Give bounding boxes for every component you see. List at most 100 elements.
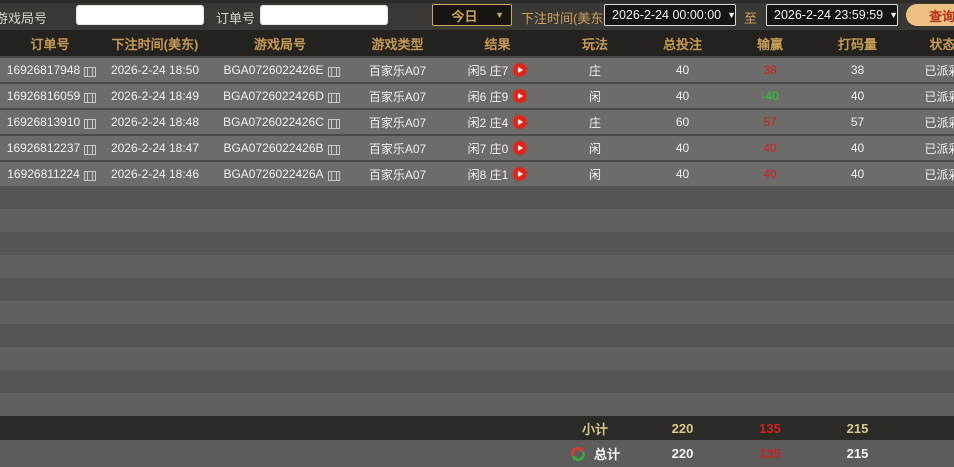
bet-time-cell: 2026-2-24 18:48 [110,115,200,129]
status-cell: 已派彩 [924,115,954,130]
total-bet-cell: 40 [675,167,690,181]
table-row: 16926817948 2026-2-24 18:50 BGA072602242… [0,56,954,82]
play-video-icon[interactable] [513,167,528,181]
empty-row [0,209,954,232]
game-type-cell: 百家乐A07 [368,63,427,78]
empty-row [0,370,954,393]
win-loss-cell: 40 [763,167,777,181]
copy-icon[interactable] [84,144,97,155]
total-total-bet: 220 [671,446,694,461]
turnover-cell: 57 [850,115,865,129]
empty-row [0,232,954,255]
win-loss-cell: -40 [761,89,779,103]
total-win-loss: 135 [759,446,781,461]
copy-icon[interactable] [327,170,340,181]
game-type-cell: 百家乐A07 [368,89,427,104]
order-no-cell: 16926811224 [0,167,100,181]
subtotal-turnover: 215 [846,420,869,436]
column-header-order-no: 订单号 [30,36,70,52]
column-header-game-type: 游戏类型 [371,36,424,52]
order-no-input[interactable] [260,5,388,25]
game-type-cell: 百家乐A07 [368,167,427,182]
date-range-selected-value: 今日 [451,8,478,24]
round-id-cell: BGA0726022426D [210,89,350,103]
date-from-select[interactable]: 2026-2-24 00:00:00 ▼ [604,4,736,26]
table-header-row: 订单号 下注时间(美东) 游戏局号 游戏类型 结果 玩法 总投注 输赢 打码量 … [0,30,954,56]
empty-row [0,393,954,416]
column-header-status: 状态 [929,36,954,52]
turnover-cell: 40 [850,167,865,181]
filter-toolbar: 游戏局号 订单号 今日 ▼ 下注时间(美东) 2026-2-24 00:00:0… [0,0,954,30]
total-label: 总计 [593,447,620,462]
subtotal-row: 小计 220 135 215 [0,416,954,440]
round-id-cell: BGA0726022426C [210,115,350,129]
date-to-select[interactable]: 2026-2-24 23:59:59 ▼ [766,4,898,26]
column-header-total-bet: 总投注 [662,36,702,52]
empty-row [0,255,954,278]
win-loss-cell: 40 [763,141,777,155]
empty-rows-area [0,186,954,416]
status-cell: 已派彩 [924,63,954,78]
table-row: 16926816059 2026-2-24 18:49 BGA072602242… [0,82,954,108]
order-no-cell: 16926813910 [0,115,100,129]
result-cell: 闲7 庄0 [445,140,550,157]
subtotal-total-bet: 220 [671,420,694,436]
win-loss-cell: 57 [763,115,777,129]
result-cell: 闲2 庄4 [445,114,550,131]
status-cell: 已派彩 [924,141,954,156]
date-from-value: 2026-2-24 00:00:00 [612,8,722,22]
copy-icon[interactable] [327,92,340,103]
empty-row [0,347,954,370]
bet-time-cell: 2026-2-24 18:47 [110,141,200,155]
query-button[interactable]: 查询 [906,4,954,26]
empty-row [0,324,954,347]
play-cell: 庄 [588,63,601,78]
win-loss-cell: 38 [763,63,777,77]
play-video-icon[interactable] [513,115,528,129]
status-cell: 已派彩 [924,89,954,104]
result-cell: 闲6 庄9 [445,88,550,105]
chevron-down-icon: ▼ [495,10,504,20]
to-label: 至 [744,11,758,26]
chevron-down-icon: ▼ [889,10,899,20]
bet-time-filter-label: 下注时间(美东) [521,11,608,26]
column-header-bet-time: 下注时间(美东) [111,36,199,52]
order-no-cell: 16926812237 [0,141,100,155]
order-no-cell: 16926816059 [0,89,100,103]
column-header-win-loss: 输赢 [756,36,783,52]
table-row: 16926812237 2026-2-24 18:47 BGA072602242… [0,134,954,160]
total-bet-cell: 60 [675,115,690,129]
total-bet-cell: 40 [675,63,690,77]
copy-icon[interactable] [83,170,96,181]
subtotal-win-loss: 135 [759,420,781,436]
play-video-icon[interactable] [513,141,528,155]
turnover-cell: 38 [850,63,865,77]
order-no-filter-label: 订单号 [216,11,256,26]
result-cell: 闲8 庄1 [445,166,550,183]
game-type-cell: 百家乐A07 [368,115,427,130]
date-range-select[interactable]: 今日 ▼ [432,4,512,26]
bet-time-cell: 2026-2-24 18:49 [110,89,200,103]
empty-row [0,301,954,324]
total-turnover: 215 [846,446,869,461]
empty-row [0,186,954,209]
copy-icon[interactable] [84,66,97,77]
game-type-cell: 百家乐A07 [368,141,427,156]
play-video-icon[interactable] [513,89,528,103]
refresh-icon[interactable] [570,446,586,462]
copy-icon[interactable] [327,118,340,129]
copy-icon[interactable] [84,92,97,103]
game-round-input[interactable] [76,5,204,25]
copy-icon[interactable] [327,144,340,155]
bet-time-cell: 2026-2-24 18:46 [110,167,200,181]
copy-icon[interactable] [327,66,340,77]
copy-icon[interactable] [84,118,97,129]
game-round-filter-label: 游戏局号 [0,11,48,26]
round-id-cell: BGA0726022426E [210,63,350,77]
play-cell: 闲 [588,89,601,104]
play-cell: 庄 [588,115,601,130]
date-to-value: 2026-2-24 23:59:59 [774,8,884,22]
play-cell: 闲 [588,141,601,156]
play-video-icon[interactable] [513,63,528,77]
